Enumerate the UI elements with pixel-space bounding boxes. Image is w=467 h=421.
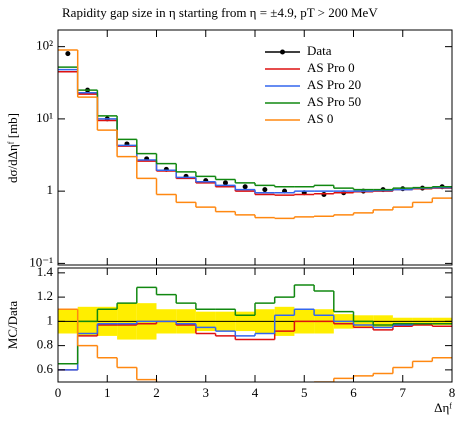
y-axis-label: dσ/dΔηᶠ [mb] <box>5 113 20 183</box>
y-tick-label: 10⁻¹ <box>29 254 53 269</box>
y-tick-label: 1 <box>47 182 54 197</box>
x-tick-label: 6 <box>350 385 357 400</box>
data-point <box>262 187 268 193</box>
y-tick-label: 0.6 <box>37 361 54 376</box>
data-point <box>222 180 228 186</box>
legend-label: AS 0 <box>307 111 333 126</box>
data-point <box>65 51 71 57</box>
x-tick-label: 4 <box>252 385 259 400</box>
y-tick-label: 1.2 <box>37 288 53 303</box>
y-tick-label: 0.8 <box>37 337 53 352</box>
x-tick-label: 7 <box>400 385 407 400</box>
x-tick-label: 1 <box>104 385 111 400</box>
legend-label: AS Pro 0 <box>307 60 355 75</box>
plot-area <box>58 49 452 220</box>
chart-title: Rapidity gap size in η starting from η =… <box>62 5 378 20</box>
y-axis-label: MC/Data <box>5 301 20 350</box>
data-point <box>242 184 248 190</box>
x-tick-label: 3 <box>203 385 210 400</box>
y-tick-label: 1 <box>47 312 54 327</box>
y-tick-label: 10² <box>36 38 53 53</box>
legend-label: AS Pro 50 <box>307 94 361 109</box>
legend-label: Data <box>307 43 332 58</box>
plot-area <box>58 284 452 382</box>
y-tick-label: 10¹ <box>36 110 53 125</box>
x-axis-label: Δηᶠ <box>434 400 452 415</box>
x-tick-label: 2 <box>153 385 160 400</box>
legend-marker <box>280 49 285 55</box>
x-tick-label: 8 <box>449 385 456 400</box>
y-tick-label: 1.4 <box>37 264 54 279</box>
x-tick-label: 0 <box>55 385 62 400</box>
x-tick-label: 5 <box>301 385 308 400</box>
legend-label: AS Pro 20 <box>307 77 361 92</box>
